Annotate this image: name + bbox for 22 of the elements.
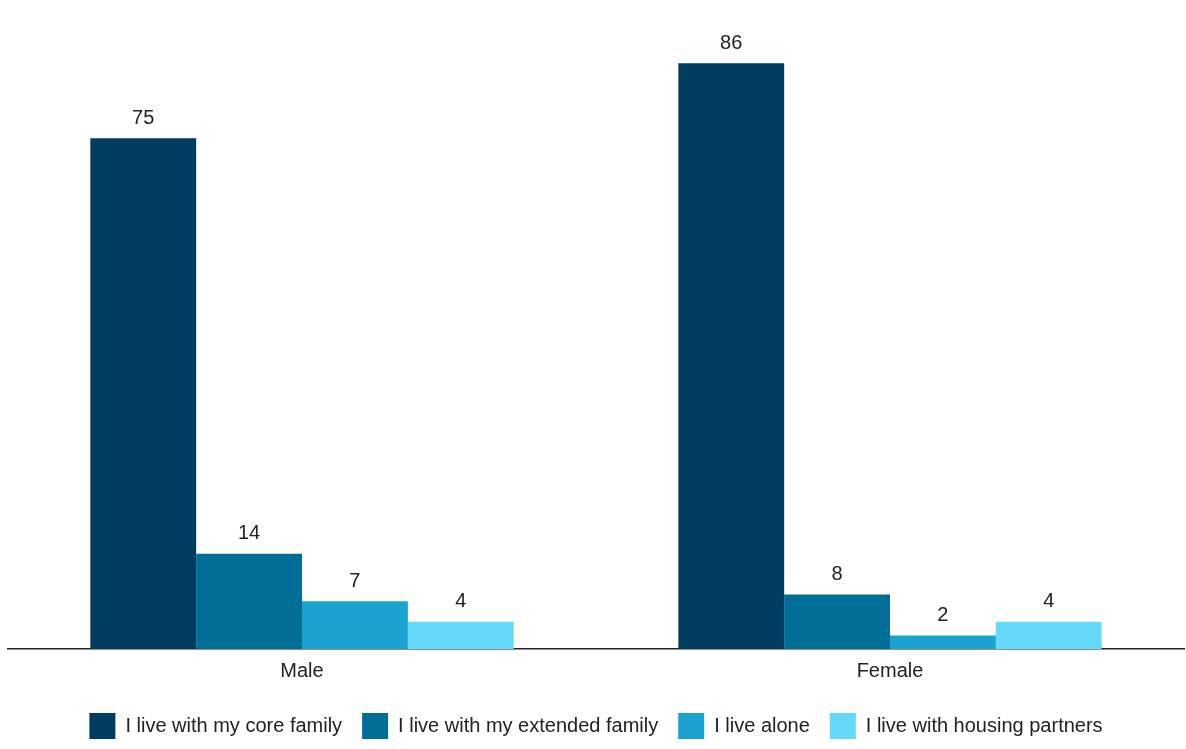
data-label: 2	[937, 602, 949, 625]
bar	[678, 63, 785, 649]
data-label: 4	[455, 589, 467, 612]
legend-label: I live with housing partners	[865, 713, 1103, 736]
data-label: 4	[1043, 589, 1055, 612]
legend-label: I live with my extended family	[398, 713, 659, 736]
bar	[90, 138, 197, 649]
data-label: 14	[237, 521, 261, 544]
legend-label: I live alone	[714, 713, 810, 736]
bar	[784, 594, 890, 649]
legend-label: I live with my core family	[125, 713, 343, 736]
x-tick-label: Female	[856, 658, 924, 681]
x-tick-label: Male	[280, 658, 324, 681]
data-label: 86	[720, 30, 743, 53]
bar	[407, 621, 514, 649]
data-label: 8	[831, 562, 843, 585]
data-label: 7	[349, 568, 361, 591]
bar	[302, 601, 408, 649]
data-label: 75	[132, 105, 155, 128]
bar	[196, 553, 302, 649]
bar	[995, 621, 1102, 649]
bar	[890, 635, 996, 649]
